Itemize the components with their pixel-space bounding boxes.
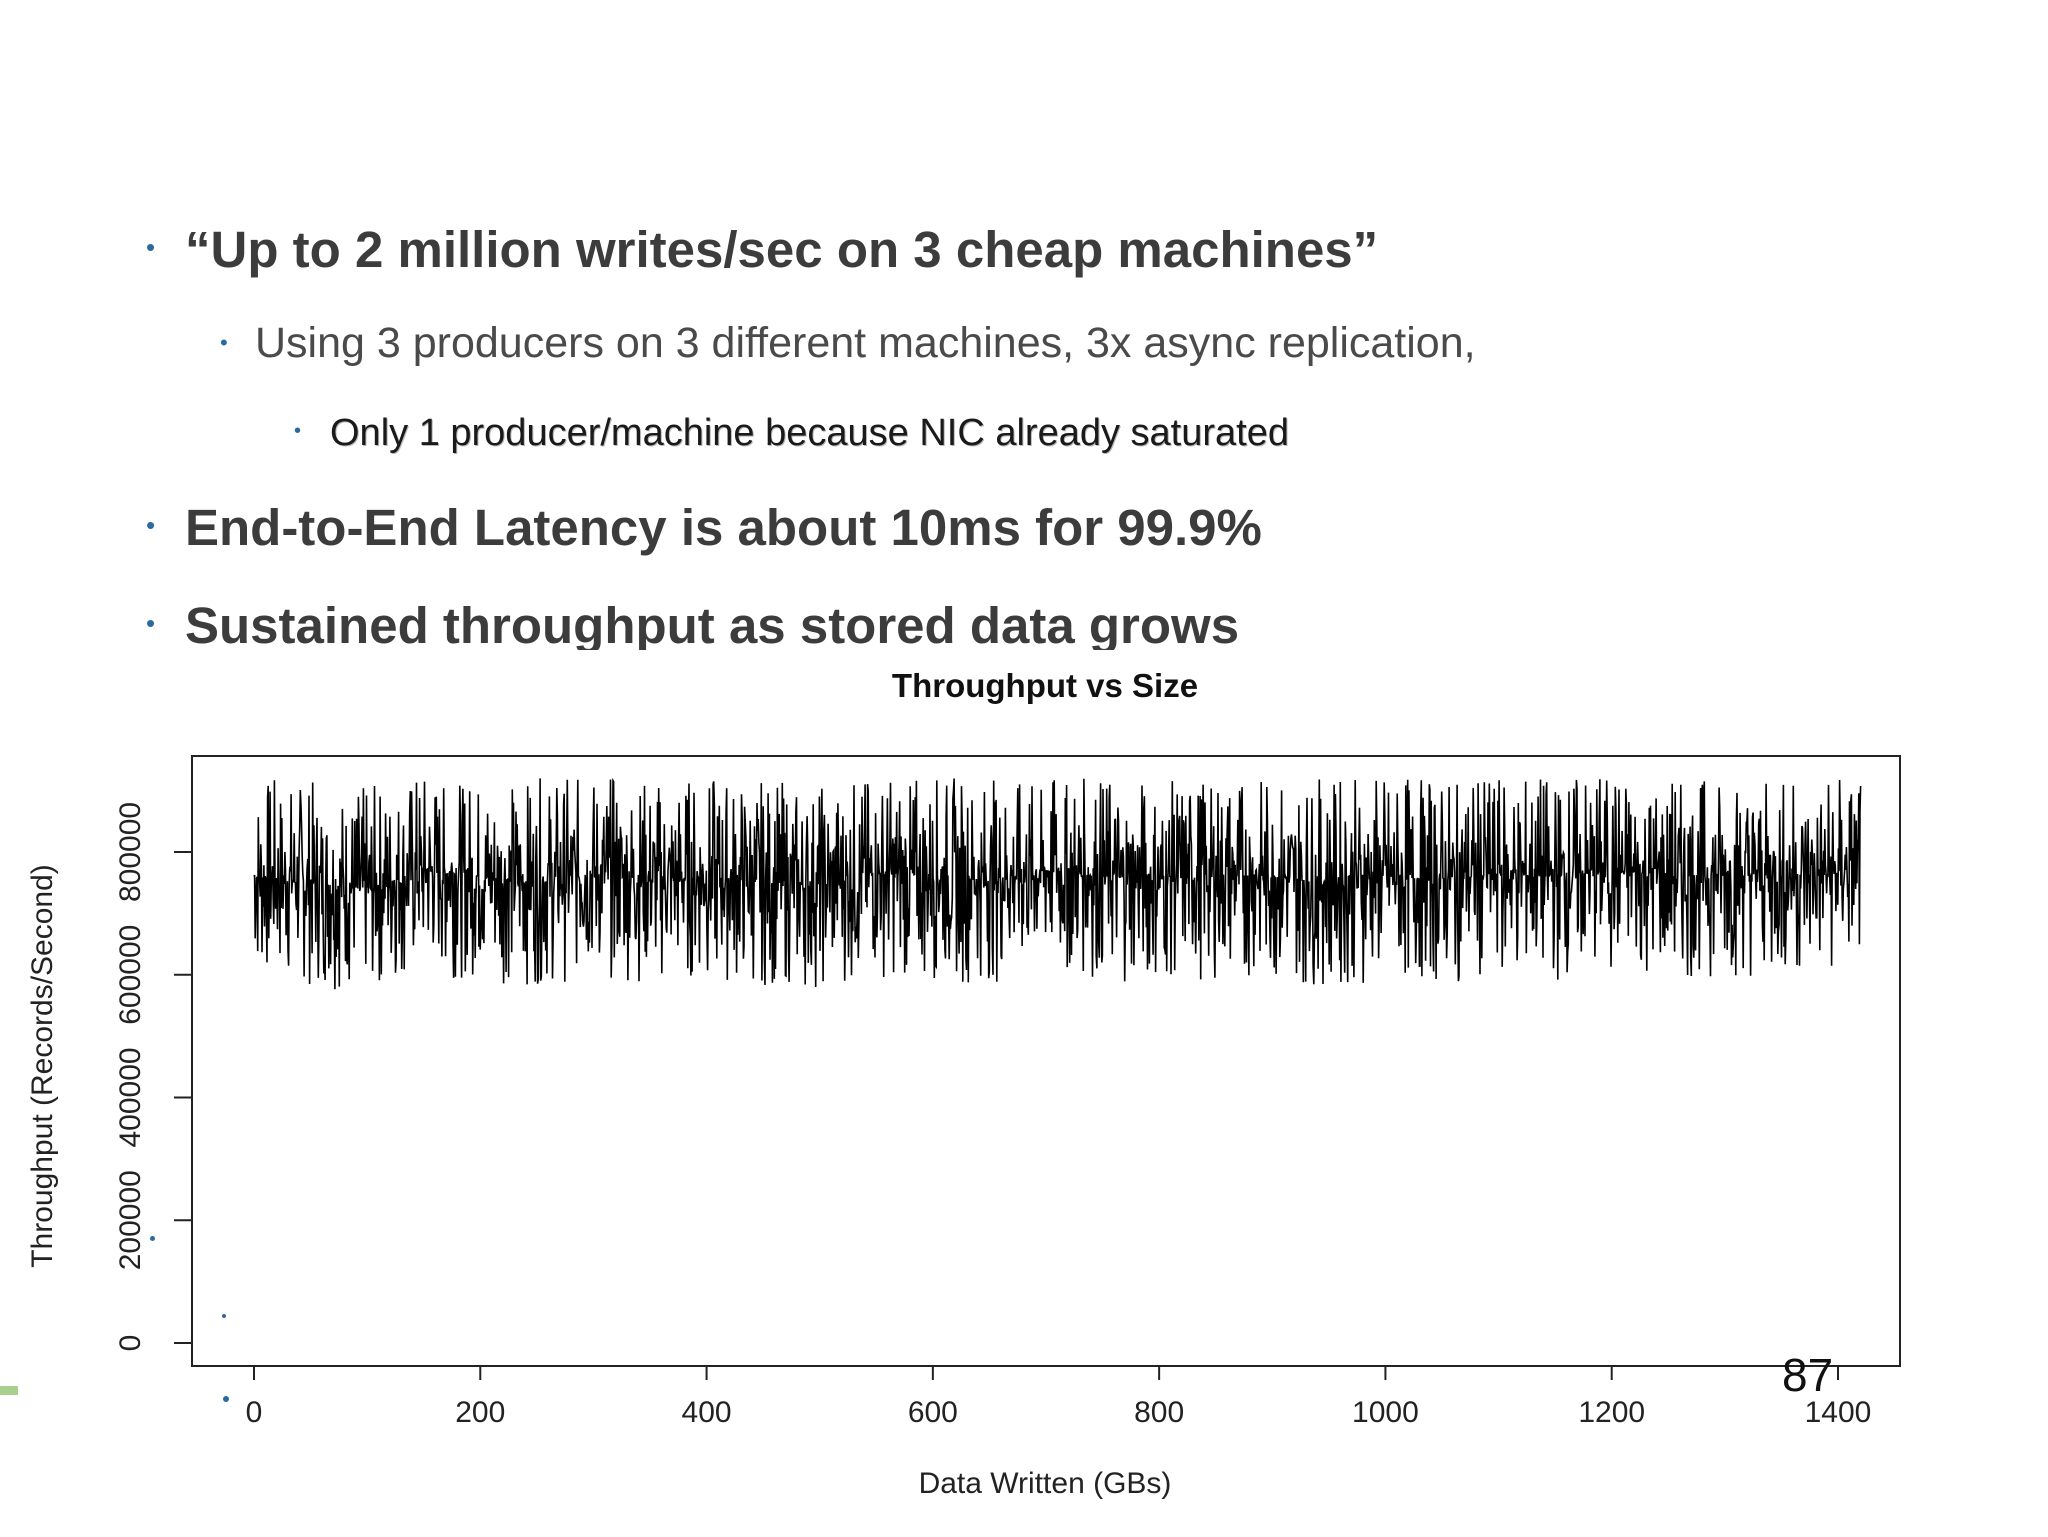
x-tick-label: 200: [455, 1396, 505, 1429]
x-tick-label: 1000: [1352, 1396, 1419, 1429]
page-number: 87: [1782, 1349, 1834, 1401]
chart-title: Throughput vs Size: [892, 667, 1198, 704]
stray-bullet-dot: [223, 1396, 229, 1402]
bullet-level1-writes: “Up to 2 million writes/sec on 3 cheap m…: [185, 221, 1379, 278]
x-axis-label: Data Written (GBs): [919, 1467, 1172, 1500]
bullet-marker: •: [294, 420, 302, 442]
y-tick-label: 0: [114, 1335, 147, 1352]
x-tick-label: 600: [908, 1396, 958, 1429]
y-tick-label: 200000: [114, 1170, 147, 1270]
stray-bullet-dot: [222, 1314, 226, 1318]
throughput-chart: Throughput vs Size 0 200 400 600 800 1000 1200 1…: [0, 650, 2048, 1537]
bullet-marker: •: [146, 232, 156, 262]
chart-background: [0, 650, 2048, 1537]
y-axis-label: Throughput (Records/Second): [26, 864, 59, 1268]
bullet-marker: •: [146, 510, 156, 540]
bullet-marker: •: [220, 330, 228, 355]
y-tick-label: 400000: [114, 1047, 147, 1147]
bullet-marker: •: [146, 608, 156, 638]
green-accent-bar: [0, 1386, 18, 1395]
bullet-level3-nic: Only 1 producer/machine because NIC alre…: [330, 412, 1289, 454]
x-tick-label: 1400: [1805, 1396, 1872, 1429]
x-tick-label: 1200: [1578, 1396, 1645, 1429]
y-tick-label: 600000: [114, 925, 147, 1025]
x-tick-label: 0: [246, 1396, 263, 1429]
bullet-level1-throughput: Sustained throughput as stored data grow…: [185, 597, 1240, 654]
series-throughput-line: [253, 777, 1862, 990]
chart-canvas: Throughput vs Size 0 200 400 600 800 1000 1200 1…: [0, 650, 2048, 1537]
x-tick-label: 800: [1134, 1396, 1184, 1429]
x-tick-label: 400: [682, 1396, 732, 1429]
stray-bullet-dot: [150, 1236, 155, 1241]
bullet-level1-latency: End-to-End Latency is about 10ms for 99.…: [185, 499, 1262, 556]
y-tick-label: 800000: [114, 802, 147, 902]
bullet-level2-producers: Using 3 producers on 3 different machine…: [255, 319, 1476, 367]
